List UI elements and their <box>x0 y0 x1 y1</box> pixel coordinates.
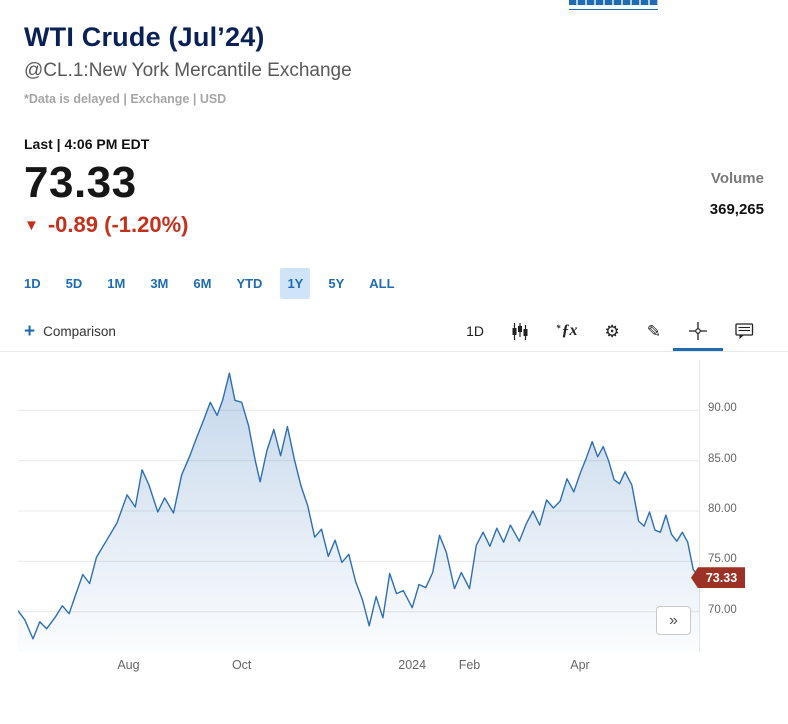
last-price-badge-value: 73.33 <box>705 570 738 585</box>
price-chart-svg[interactable] <box>18 360 700 652</box>
y-axis-label: 70.00 <box>708 603 737 616</box>
comparison-label: Comparison <box>43 323 116 339</box>
partial-top-link[interactable] <box>569 0 658 10</box>
range-tab-1d[interactable]: 1D <box>24 276 41 291</box>
range-tab-1m[interactable]: 1M <box>107 276 126 291</box>
x-axis-label: Apr <box>570 658 590 672</box>
interval-selector[interactable]: 1D <box>466 323 484 339</box>
range-tabs: 1D 5D 1M 3M 6M YTD 1Y 5Y ALL <box>0 268 788 299</box>
chart-tools: 1D * ƒx ⚙ ✎ <box>466 311 754 351</box>
y-axis-label: 90.00 <box>708 402 737 415</box>
y-axis-label: 80.00 <box>708 503 737 516</box>
range-tab-6m[interactable]: 6M <box>193 276 212 291</box>
expand-chart-button[interactable]: » <box>656 606 691 635</box>
change-value: -0.89 (-1.20%) <box>47 212 189 237</box>
comment-annotation-icon[interactable] <box>735 311 754 351</box>
instrument-title: WTI Crude (Jul’24) <box>24 22 265 52</box>
draw-pencil-icon[interactable]: ✎ <box>646 321 661 341</box>
range-tab-ytd[interactable]: YTD <box>236 276 263 291</box>
x-axis-label: Aug <box>117 658 140 672</box>
plus-icon: + <box>24 320 36 342</box>
last-timestamp: Last | 4:06 PM EDT <box>24 136 150 152</box>
comparison-button[interactable]: + Comparison <box>24 322 116 341</box>
quote-summary: Last | 4:06 PM EDT 73.33 ▼ -0.89 (-1.20%… <box>0 136 788 238</box>
volume-label: Volume <box>710 170 764 187</box>
price-chart[interactable]: 70.00 75.00 80.00 85.00 90.00 Aug Oct 2024 Feb A… <box>0 360 788 682</box>
instrument-exchange: @CL.1:New York Mercantile Exchange <box>24 60 352 81</box>
x-axis-label: 2024 <box>398 658 427 672</box>
data-disclaimer: *Data is delayed | Exchange | USD <box>24 92 227 106</box>
down-arrow-icon: ▼ <box>24 216 39 234</box>
price-change: ▼ -0.89 (-1.20%) <box>24 212 764 238</box>
last-price-badge: 73.33 <box>691 567 745 589</box>
y-axis-label: 75.00 <box>708 553 737 566</box>
last-price: 73.33 <box>24 158 137 207</box>
range-tab-5d[interactable]: 5D <box>65 276 83 291</box>
range-tab-3m[interactable]: 3M <box>150 276 169 291</box>
fx-label: ƒx <box>561 322 578 339</box>
volume-block: Volume 369,265 <box>710 170 764 218</box>
quote-header: WTI Crude (Jul’24) @CL.1:New York Mercan… <box>0 0 788 106</box>
crosshair-icon[interactable] <box>688 311 708 351</box>
range-tab-all[interactable]: ALL <box>369 276 395 291</box>
x-axis-label: Feb <box>458 658 481 672</box>
range-tab-5y[interactable]: 5Y <box>328 276 345 291</box>
y-axis-label: 85.00 <box>708 452 737 465</box>
volume-value: 369,265 <box>709 201 764 218</box>
fx-indicators-icon[interactable]: * ƒx <box>556 311 578 351</box>
chart-toolbar: + Comparison 1D * ƒx ⚙ ✎ <box>0 311 788 352</box>
y-axis: 70.00 75.00 80.00 85.00 90.00 <box>708 360 764 652</box>
fx-star: * <box>556 323 561 333</box>
settings-gear-icon[interactable]: ⚙ <box>604 321 620 341</box>
x-axis: Aug Oct 2024 Feb Apr <box>0 658 788 676</box>
x-axis-label: Oct <box>231 658 252 672</box>
range-tab-1y[interactable]: 1Y <box>280 268 311 299</box>
candlestick-style-icon[interactable] <box>511 311 529 351</box>
